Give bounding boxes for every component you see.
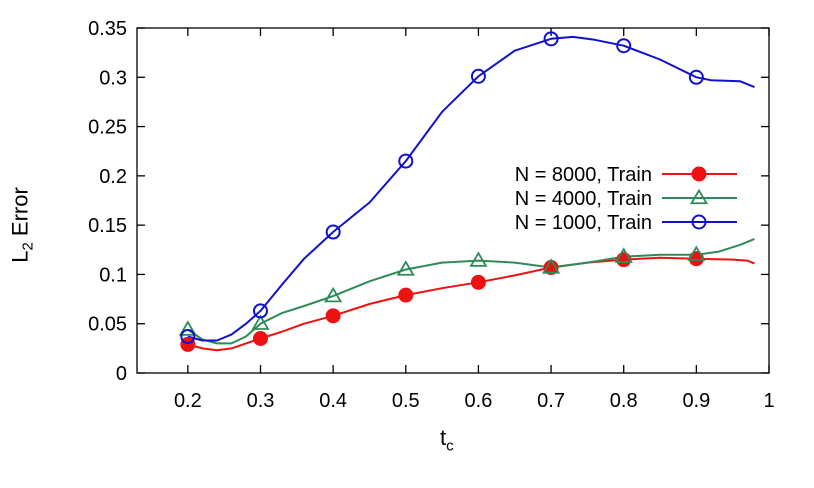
data-point-open-triangle	[687, 245, 706, 261]
data-point-open-circle	[688, 69, 704, 85]
data-point-open-circle	[325, 224, 341, 240]
x-tick-label: 0.8	[610, 390, 638, 412]
x-tick-label: 0.4	[319, 390, 347, 412]
series-line-filled-circle	[187, 256, 755, 352]
data-point-open-circle	[616, 38, 632, 54]
x-axis-label-sub: c	[446, 437, 454, 455]
y-tick-label: 0.2	[99, 166, 127, 188]
data-point-filled-circle	[616, 252, 632, 268]
data-point-open-triangle	[178, 320, 197, 336]
data-point-open-circle	[398, 153, 414, 169]
y-tick-label: 0.3	[99, 67, 127, 89]
x-axis-label: tc	[440, 425, 454, 454]
legend-label: N = 8000, Train	[515, 164, 652, 186]
y-axis-label-wrap: L2 Error	[2, 150, 42, 300]
plot-frame	[136, 27, 770, 374]
data-point-open-circle	[180, 329, 196, 345]
data-point-open-triangle	[541, 258, 561, 274]
data-point-filled-circle	[325, 308, 341, 324]
x-tick-label: 0.7	[537, 390, 565, 412]
x-axis-label-main: t	[440, 425, 447, 450]
data-point-filled-circle	[470, 274, 486, 290]
x-tick-label: 0.2	[174, 390, 202, 412]
legend-swatch-marker	[691, 214, 707, 230]
x-tick-label: 0.9	[682, 390, 710, 412]
legend-label: N = 4000, Train	[515, 188, 652, 210]
data-point-filled-circle	[252, 331, 268, 346]
data-point-open-triangle	[469, 251, 488, 267]
y-tick-label: 0.15	[88, 215, 127, 237]
data-point-open-circle	[470, 68, 486, 84]
legend-label: N = 1000, Train	[515, 212, 652, 234]
data-point-open-circle	[543, 31, 559, 47]
data-point-open-triangle	[614, 247, 633, 263]
y-tick-label: 0.1	[99, 264, 127, 286]
y-axis-label: L2 Error	[7, 187, 36, 263]
data-point-open-triangle	[396, 260, 415, 276]
axis-ticks: 0 0.05 0.1 0.15 0.2 0.25 0.3 0.35 0.2 0.3 0.4 0.5 0.…	[88, 18, 775, 412]
data-point-filled-circle	[398, 287, 414, 303]
x-tick-label: 0.5	[392, 390, 420, 412]
y-tick-label: 0	[116, 363, 127, 385]
series-line-open-triangle	[187, 237, 755, 345]
data-point-filled-circle	[688, 251, 704, 267]
legend-swatch-marker	[691, 166, 707, 182]
y-tick-label: 0.25	[88, 117, 127, 139]
y-tick-label: 0.05	[88, 314, 127, 336]
legend-swatch-marker	[689, 188, 709, 205]
x-tick-label: 0.6	[465, 390, 493, 412]
y-tick-label: 0.35	[88, 18, 127, 40]
y-axis-label-rest: Error	[7, 187, 33, 243]
y-axis-label-sub: 2	[19, 242, 37, 251]
series-line-open-circle	[187, 35, 755, 342]
data-point-open-circle	[252, 303, 268, 319]
data-point-open-triangle	[251, 314, 270, 330]
y-axis-label-main: L	[7, 250, 33, 263]
x-tick-label: 0.3	[247, 390, 275, 412]
x-tick-label: 1	[763, 390, 774, 412]
series-markers	[178, 31, 706, 352]
series-lines	[187, 35, 755, 352]
data-point-open-triangle	[324, 286, 343, 303]
